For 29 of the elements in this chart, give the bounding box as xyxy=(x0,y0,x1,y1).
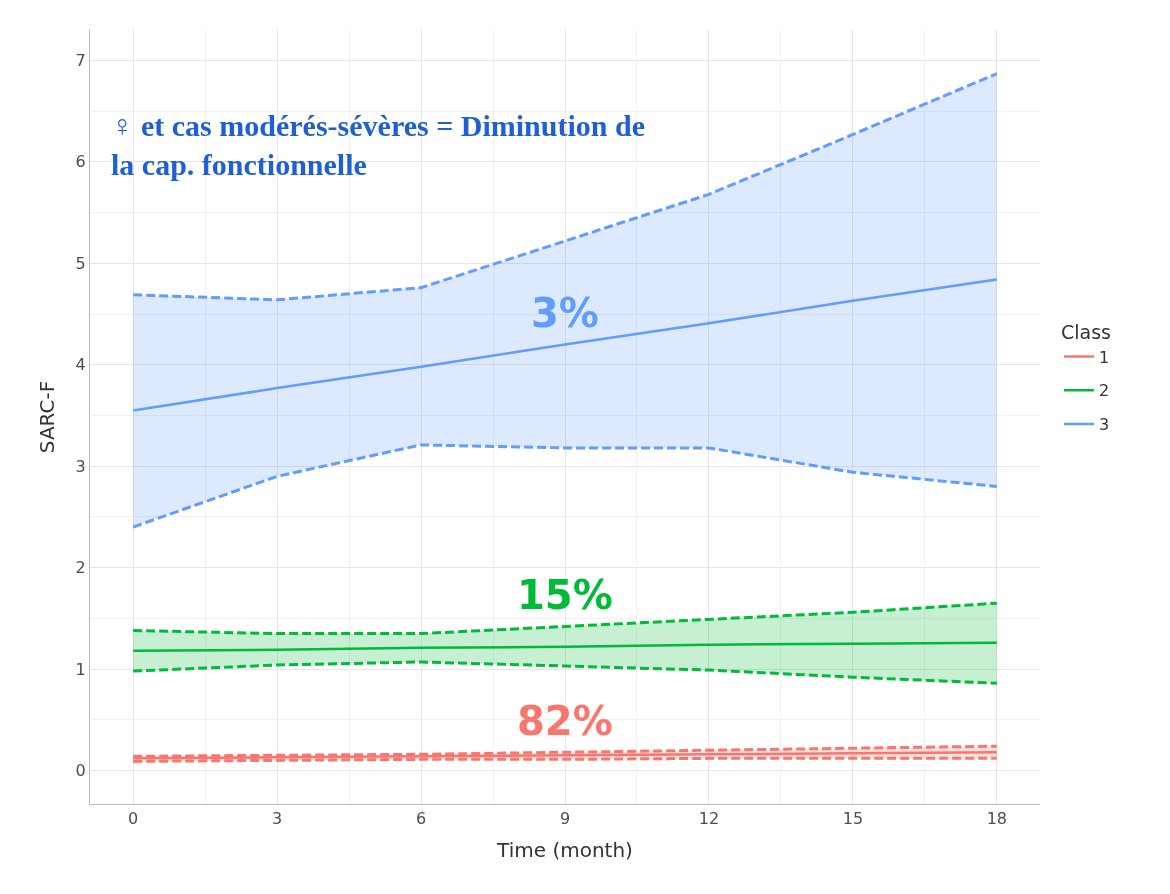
y-axis-title: SARC-F xyxy=(35,380,60,454)
x-axis-title: Time (month) xyxy=(496,837,633,862)
x-tick-label: 18 xyxy=(986,809,1007,829)
x-tick-label: 12 xyxy=(698,809,720,829)
x-tick-label: 6 xyxy=(415,809,427,829)
line-series xyxy=(131,443,999,529)
x-tick-label: 9 xyxy=(559,809,571,829)
y-tick-label: 2 xyxy=(75,558,86,578)
y-tick-label: 6 xyxy=(75,152,86,172)
x-tick-label: 15 xyxy=(842,809,864,829)
annotation: 3% xyxy=(531,290,599,336)
y-tick-label: 7 xyxy=(75,51,86,71)
y-tick-label: 3 xyxy=(75,456,86,476)
legend-label: 1 xyxy=(1099,347,1110,367)
annotation: 82% xyxy=(517,698,613,744)
annotation: 15% xyxy=(517,572,613,618)
x-tick-label: 3 xyxy=(272,809,283,829)
y-tick-label: 4 xyxy=(75,355,86,375)
line-series xyxy=(131,660,999,685)
annotation: ♀ et cas modérés-sévères = Diminution de la cap. fonctionnelle xyxy=(111,109,645,181)
legend-label: 2 xyxy=(1099,381,1110,401)
legend-title: Class xyxy=(1061,321,1111,344)
y-tick-label: 0 xyxy=(75,761,86,781)
line-series xyxy=(131,641,999,653)
x-tick-label: 0 xyxy=(128,809,139,829)
y-tick-label: 1 xyxy=(75,659,86,679)
y-tick-label: 5 xyxy=(75,253,86,273)
line-series xyxy=(131,278,999,412)
legend-label: 3 xyxy=(1099,415,1110,435)
